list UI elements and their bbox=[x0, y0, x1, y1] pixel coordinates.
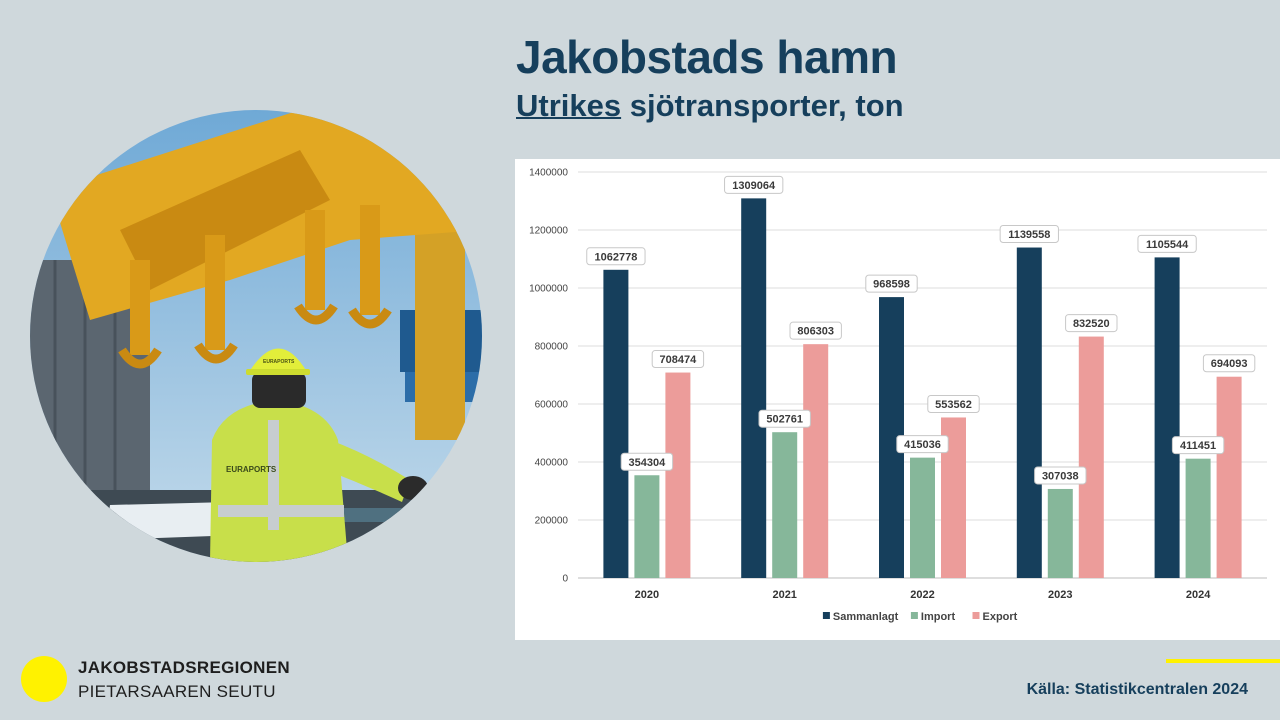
data-label-box bbox=[999, 225, 1059, 244]
bar-import bbox=[772, 432, 798, 578]
vest-print: EURAPORTS bbox=[226, 465, 277, 474]
x-category-label: 2022 bbox=[910, 589, 934, 601]
y-tick-label: 1000000 bbox=[529, 284, 568, 295]
data-label-box bbox=[1034, 466, 1087, 485]
data-label-box bbox=[789, 321, 842, 340]
source-note: Källa: Statistikcentralen 2024 bbox=[1026, 681, 1248, 698]
logo-circle bbox=[21, 656, 67, 702]
data-label-box bbox=[865, 274, 918, 293]
y-tick-label: 1400000 bbox=[529, 168, 568, 179]
data-label: 1309064 bbox=[732, 180, 776, 192]
y-tick-label: 200000 bbox=[535, 516, 569, 527]
bar-export bbox=[803, 344, 829, 578]
logo-line2: PIETARSAAREN SEUTU bbox=[78, 682, 276, 701]
data-label-box bbox=[651, 350, 705, 369]
legend-swatch bbox=[910, 612, 918, 619]
port-worker-photo: EURAPORTS EURAPORTS bbox=[30, 110, 482, 562]
data-label: 411451 bbox=[1180, 440, 1216, 452]
chart-card: 0 200000 400000 600000 800000 1000000 1200000 1… bbox=[515, 159, 1280, 640]
bar-import bbox=[1047, 488, 1073, 578]
bar-chart: 0 200000 400000 600000 800000 1000000 1200000 1… bbox=[529, 168, 1267, 623]
y-tick-label: 400000 bbox=[535, 458, 569, 469]
data-label: 502761 bbox=[766, 414, 803, 426]
accent-line bbox=[1166, 659, 1280, 663]
helmet-print: EURAPORTS bbox=[263, 359, 295, 365]
subtitle-rest: sjötransporter, ton bbox=[621, 88, 904, 123]
y-tick-label: 800000 bbox=[535, 342, 569, 353]
data-label: 806303 bbox=[797, 326, 834, 338]
y-tick-label: 0 bbox=[562, 574, 568, 585]
data-label-box bbox=[1202, 354, 1256, 373]
data-label: 832520 bbox=[1073, 318, 1110, 330]
data-labels: 1062778 354304 708474 1309064 502761 806303 96… bbox=[586, 175, 1256, 485]
data-label: 694093 bbox=[1211, 358, 1248, 370]
y-axis-ticks: 0 200000 400000 600000 800000 1000000 1200000 1… bbox=[529, 168, 568, 585]
slide-title: Jakobstads hamn bbox=[516, 31, 898, 83]
x-category-label: 2020 bbox=[635, 589, 659, 601]
x-axis-categories: 2020 2021 2022 2023 2024 bbox=[635, 589, 1212, 601]
legend-swatch bbox=[972, 612, 980, 619]
bar-export bbox=[1078, 336, 1104, 578]
data-label: 708474 bbox=[660, 354, 698, 366]
data-label: 553562 bbox=[935, 399, 972, 411]
data-label-box bbox=[1171, 436, 1225, 455]
data-label-box bbox=[724, 175, 784, 194]
data-label-box bbox=[758, 409, 811, 428]
port-worker-illustration: EURAPORTS EURAPORTS bbox=[30, 110, 482, 562]
logo-line1: JAKOBSTADSREGIONEN bbox=[78, 658, 290, 677]
data-label-box bbox=[1065, 314, 1118, 333]
x-category-label: 2021 bbox=[772, 589, 796, 601]
legend-label: Import bbox=[921, 611, 956, 623]
data-label-box bbox=[1137, 234, 1197, 253]
legend-label: Export bbox=[983, 611, 1018, 623]
data-label-box bbox=[620, 452, 674, 471]
data-label-box bbox=[896, 435, 949, 454]
y-tick-label: 1200000 bbox=[529, 226, 568, 237]
bars bbox=[603, 198, 1242, 578]
data-label-box bbox=[927, 394, 980, 413]
bar-import bbox=[910, 457, 935, 578]
bar-import bbox=[634, 475, 660, 578]
y-tick-label: 600000 bbox=[535, 400, 569, 411]
bar-sammanlagt bbox=[603, 269, 629, 578]
data-label-box bbox=[586, 247, 646, 266]
data-label: 968598 bbox=[873, 279, 910, 291]
bar-export bbox=[1216, 376, 1242, 578]
legend-swatch bbox=[822, 612, 830, 619]
data-label: 307038 bbox=[1042, 470, 1079, 482]
x-category-label: 2024 bbox=[1186, 589, 1211, 601]
data-label: 354304 bbox=[629, 457, 667, 469]
bar-export bbox=[665, 372, 691, 578]
legend-label: Sammanlagt bbox=[833, 611, 899, 623]
bar-sammanlagt bbox=[1016, 247, 1042, 578]
data-label: 1105544 bbox=[1146, 239, 1189, 251]
legend: Sammanlagt Import Export bbox=[822, 611, 1018, 623]
bar-sammanlagt bbox=[1154, 257, 1180, 578]
subtitle-underlined-word: Utrikes bbox=[516, 88, 622, 123]
bar-import bbox=[1185, 458, 1211, 578]
x-category-label: 2023 bbox=[1048, 589, 1072, 601]
hard-hat bbox=[249, 348, 307, 372]
data-label: 415036 bbox=[904, 439, 941, 451]
bar-sammanlagt bbox=[741, 198, 767, 578]
slide-subtitle: Utrikes sjötransporter, ton bbox=[516, 88, 904, 124]
data-label: 1062778 bbox=[594, 251, 637, 263]
data-label: 1139558 bbox=[1008, 229, 1050, 241]
